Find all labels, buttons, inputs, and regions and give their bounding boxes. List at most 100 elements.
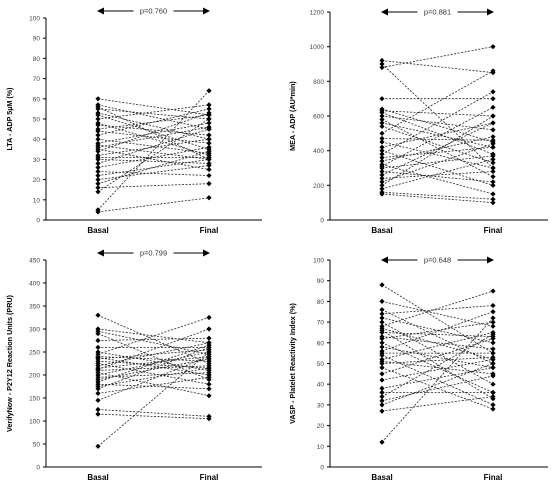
y-tick-label: 800: [313, 79, 324, 86]
paired-line: [381, 122, 494, 176]
paired-line: [97, 351, 210, 376]
paired-line: [97, 356, 210, 369]
data-point: [206, 374, 212, 380]
x-tick-label: Basal: [87, 226, 108, 235]
data-point: [379, 307, 385, 313]
data-point: [379, 123, 385, 129]
y-tick-label: 150: [29, 396, 40, 403]
data-point: [379, 329, 385, 336]
y-tick-label: 90: [317, 278, 325, 285]
data-point: [490, 127, 496, 133]
paired-line: [381, 70, 494, 134]
data-point: [490, 319, 496, 325]
paired-line: [97, 126, 210, 148]
paired-line: [97, 351, 210, 371]
y-axis-title: LTA - ADP 5µM (%): [5, 87, 14, 151]
data-point: [490, 340, 496, 346]
paired-line: [97, 372, 210, 378]
y-tick-label: 0: [320, 218, 324, 225]
data-point: [490, 134, 496, 140]
chart-panel-2: 0 200 400 600 800 1000 1200 Basal Final MEA - ADP…: [288, 6, 548, 235]
y-tick-label: 30: [317, 402, 325, 409]
y-axis-title: MEA - ADP (AU*min): [288, 81, 297, 151]
data-point: [206, 110, 212, 116]
paired-line: [97, 356, 210, 401]
paired-line: [97, 112, 210, 140]
data-point: [379, 144, 385, 150]
data-point: [206, 120, 212, 126]
paired-line: [381, 301, 494, 327]
data-point: [490, 323, 496, 329]
y-tick-label: 600: [313, 114, 324, 121]
paired-line: [97, 344, 210, 383]
paired-line: [381, 46, 494, 68]
data-point: [379, 385, 385, 391]
data-point: [95, 160, 101, 167]
y-tick-label: 60: [317, 340, 325, 347]
paired-line: [97, 114, 210, 130]
data-point: [95, 177, 101, 183]
data-point: [490, 156, 496, 162]
data-point: [95, 112, 101, 118]
data-point: [206, 172, 212, 179]
data-point: [490, 360, 496, 367]
paired-line: [97, 337, 210, 341]
paired-line: [381, 122, 494, 148]
annotation-background: [133, 247, 174, 259]
data-point: [490, 315, 496, 321]
data-point: [379, 57, 385, 64]
paired-line: [97, 112, 210, 152]
y-tick-label: 10: [33, 197, 41, 204]
x-tick-label: Final: [200, 473, 219, 482]
data-point: [379, 61, 385, 67]
data-point: [206, 416, 212, 422]
paired-line: [97, 317, 210, 355]
data-point: [379, 340, 385, 346]
data-point: [379, 389, 385, 396]
annotation-background: [417, 254, 458, 266]
data-point: [206, 393, 212, 399]
data-point: [490, 336, 496, 342]
data-point: [206, 344, 212, 350]
data-point: [206, 156, 212, 162]
data-point: [95, 443, 101, 449]
paired-line: [97, 165, 210, 180]
data-point: [379, 311, 385, 317]
data-point: [490, 389, 496, 396]
y-tick-label: 90: [33, 36, 41, 43]
y-tick-label: 20: [317, 423, 325, 430]
data-point: [379, 182, 385, 188]
data-point: [95, 411, 101, 417]
y-tick-label: 80: [33, 56, 41, 63]
y-tick-label: 0: [320, 465, 324, 472]
y-axis-title: VerifyNow - P2Y12 Reaction Units (PRU): [5, 294, 14, 432]
paired-line: [381, 110, 494, 117]
data-point: [206, 354, 212, 360]
x-tick-label: Basal: [371, 226, 392, 235]
paired-line: [381, 284, 494, 354]
data-point: [379, 377, 385, 383]
data-point: [95, 156, 101, 162]
data-point: [95, 209, 101, 215]
paired-line: [381, 361, 494, 375]
data-point: [95, 181, 101, 187]
paired-line: [381, 321, 494, 340]
data-point: [379, 344, 385, 350]
paired-line: [97, 413, 210, 420]
paired-line: [381, 155, 494, 169]
data-point: [490, 96, 496, 102]
x-tick-label: Final: [484, 226, 503, 235]
paired-line: [97, 108, 210, 136]
data-point: [490, 168, 496, 175]
paired-line: [381, 334, 494, 397]
paired-line: [97, 349, 210, 360]
data-point: [206, 335, 212, 341]
data-point: [206, 386, 212, 392]
data-point: [95, 128, 101, 134]
data-point: [490, 402, 496, 408]
data-point: [379, 282, 385, 288]
data-point: [379, 360, 385, 367]
paired-line: [97, 356, 210, 362]
paired-line: [381, 63, 494, 169]
